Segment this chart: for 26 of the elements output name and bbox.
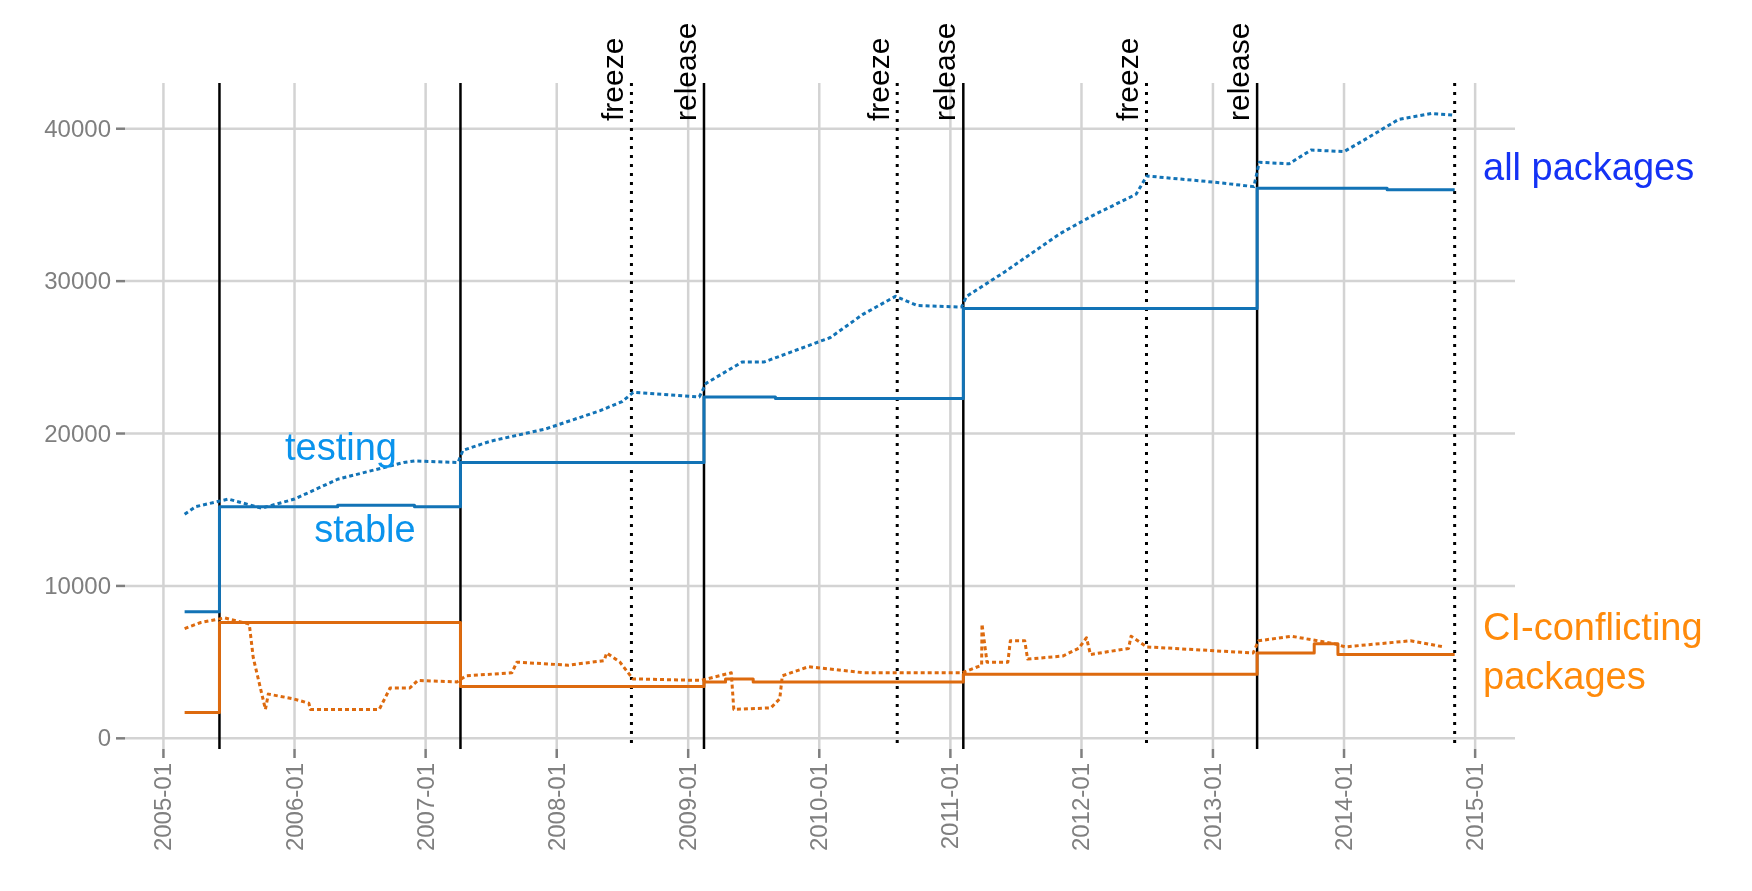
x-tick-label: 2012-01 <box>1067 763 1095 852</box>
annotation: testing <box>285 426 397 468</box>
ref-line-label: freeze <box>1111 37 1145 121</box>
annotation: all packages <box>1483 146 1695 188</box>
x-tick-label: 2010-01 <box>805 763 833 852</box>
x-tick-label: 2006-01 <box>280 763 308 852</box>
y-tick-label: 30000 <box>44 267 111 295</box>
y-tick-label: 10000 <box>44 571 111 599</box>
annotation: CI-conflicting packages <box>1483 606 1703 698</box>
x-tick-label: 2015-01 <box>1461 763 1489 852</box>
x-tick-label: 2011-01 <box>936 763 964 850</box>
y-tick-label: 0 <box>97 724 111 752</box>
x-tick-label: 2009-01 <box>674 763 702 852</box>
x-tick-label: 2008-01 <box>542 763 570 852</box>
ref-line-label: freeze <box>862 37 896 121</box>
ref-line-label: release <box>668 22 702 121</box>
y-tick-label: 20000 <box>44 419 111 447</box>
x-tick-label: 2014-01 <box>1330 763 1358 852</box>
annotation: stable <box>314 508 416 550</box>
x-tick-label: 2007-01 <box>411 763 439 852</box>
ref-line-label: release <box>1222 22 1256 121</box>
x-tick-label: 2005-01 <box>149 763 177 852</box>
ref-line-label: freeze <box>596 37 630 121</box>
y-tick-label: 40000 <box>44 114 111 142</box>
ref-line-label: release <box>928 22 962 121</box>
x-tick-label: 2013-01 <box>1198 763 1226 852</box>
